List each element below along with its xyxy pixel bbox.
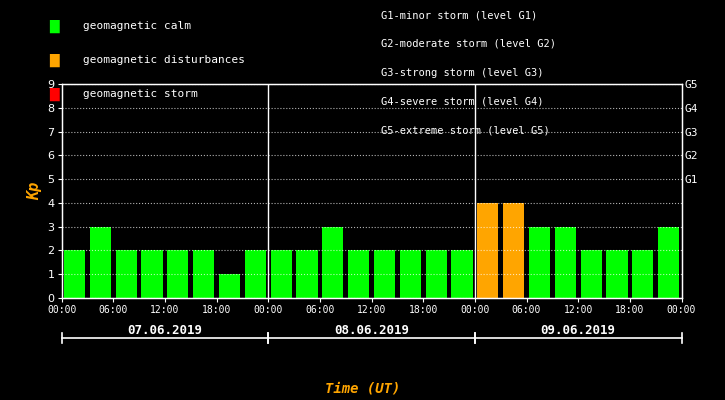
Text: 07.06.2019: 07.06.2019	[128, 324, 202, 336]
Bar	[426, 250, 447, 298]
Y-axis label: Kp: Kp	[27, 182, 42, 200]
Bar	[658, 227, 679, 298]
Text: █: █	[49, 87, 59, 101]
Bar	[193, 250, 215, 298]
Text: █: █	[49, 19, 59, 33]
Bar	[581, 250, 602, 298]
Bar	[167, 250, 188, 298]
Text: G2-moderate storm (level G2): G2-moderate storm (level G2)	[381, 39, 555, 49]
Bar	[115, 250, 137, 298]
Bar	[555, 227, 576, 298]
Bar	[399, 250, 421, 298]
Text: G1-minor storm (level G1): G1-minor storm (level G1)	[381, 10, 537, 20]
Text: █: █	[49, 53, 59, 67]
Bar	[348, 250, 369, 298]
Bar	[606, 250, 628, 298]
Bar	[632, 250, 653, 298]
Bar	[297, 250, 318, 298]
Text: geomagnetic calm: geomagnetic calm	[83, 21, 191, 31]
Bar	[503, 203, 524, 298]
Bar	[270, 250, 291, 298]
Text: 09.06.2019: 09.06.2019	[541, 324, 616, 336]
Bar	[64, 250, 85, 298]
Bar	[529, 227, 550, 298]
Bar	[322, 227, 344, 298]
Bar	[374, 250, 395, 298]
Bar	[141, 250, 162, 298]
Text: Time (UT): Time (UT)	[325, 381, 400, 395]
Bar	[219, 274, 240, 298]
Text: G5-extreme storm (level G5): G5-extreme storm (level G5)	[381, 125, 550, 135]
Text: G3-strong storm (level G3): G3-strong storm (level G3)	[381, 68, 543, 78]
Text: geomagnetic disturbances: geomagnetic disturbances	[83, 55, 245, 65]
Text: geomagnetic storm: geomagnetic storm	[83, 89, 198, 99]
Text: G4-severe storm (level G4): G4-severe storm (level G4)	[381, 96, 543, 106]
Bar	[90, 227, 111, 298]
Bar	[452, 250, 473, 298]
Bar	[477, 203, 498, 298]
Bar	[245, 250, 266, 298]
Text: 08.06.2019: 08.06.2019	[334, 324, 409, 336]
